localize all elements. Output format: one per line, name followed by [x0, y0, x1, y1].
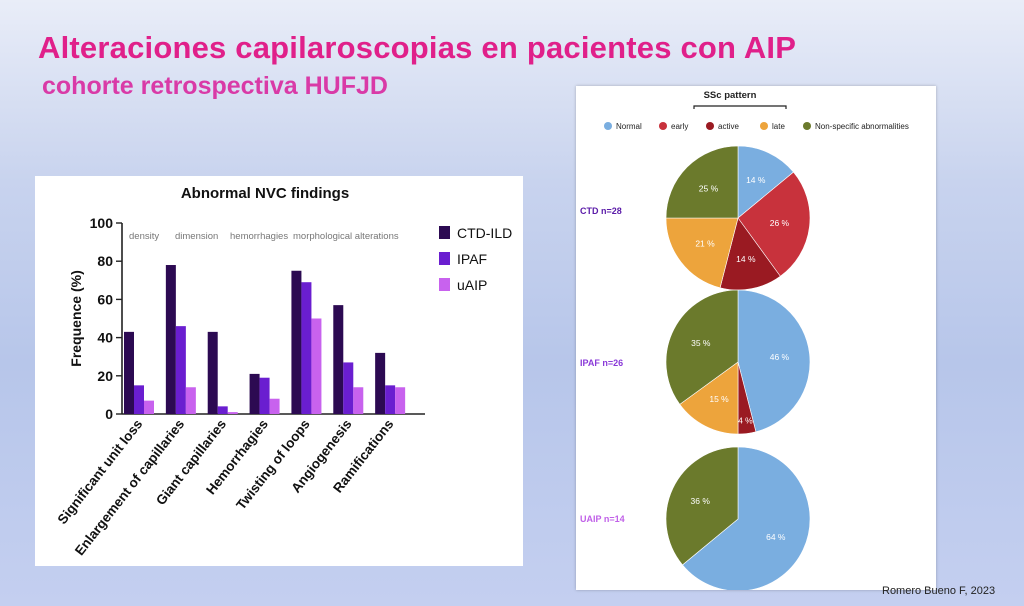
legend-swatch: [439, 278, 450, 291]
pie-slice: [682, 446, 811, 592]
pie-slice-label: 36 %: [691, 496, 711, 506]
bar-uaip-2: [227, 412, 238, 414]
bar-ctd-ild-4: [291, 270, 302, 414]
pie-legend-dot: [706, 122, 714, 130]
bar-ctd-ild-6: [375, 352, 386, 414]
pie-group-label: CTD n=28: [580, 206, 622, 216]
bar-ipaf-2: [217, 406, 228, 414]
pie-charts: SSc pattern Normal early active late Non-spec…: [580, 90, 909, 592]
pie-legend-label: late: [772, 122, 785, 131]
pie-legend-label: Normal: [616, 122, 642, 131]
bar-chart: Abnormal NVC findings 0 20 40 60 80 100 Frequen…: [55, 185, 513, 558]
bar-ctd-ild-3: [249, 373, 260, 414]
group-annotation: density: [129, 231, 159, 242]
legend-swatch: [439, 226, 450, 239]
legend-swatch: [439, 252, 450, 265]
pie-legend-dot: [604, 122, 612, 130]
y-tick-label: 60: [97, 291, 113, 307]
pie-legend-label: active: [718, 122, 739, 131]
pie-slice: [665, 289, 739, 405]
y-axis-label: Frequence (%): [68, 270, 84, 366]
pie-slice: [665, 446, 739, 566]
pie-title: SSc pattern: [704, 90, 757, 101]
pie-slice-label: 46 %: [770, 352, 790, 362]
y-tick-label: 20: [97, 368, 113, 384]
bar-ctd-ild-0: [124, 331, 134, 414]
y-tick-label: 0: [105, 406, 113, 422]
pie-legend-label: Non-specific abnormalities: [815, 122, 909, 131]
pie-slice: [665, 217, 739, 289]
bar-ipaf-1: [175, 326, 186, 414]
pie-slice-label: 14 %: [736, 254, 756, 264]
pie-slice: [665, 145, 739, 219]
bar-ctd-ild-5: [333, 305, 344, 414]
slide-title: Alteraciones capilaroscopias en paciente…: [38, 30, 797, 65]
pie-title-bracket: [693, 105, 787, 109]
pie-legend-dot: [760, 122, 768, 130]
legend-label: CTD-ILD: [457, 225, 512, 241]
pie-legend-label: early: [671, 122, 688, 131]
credit-text: Romero Bueno F, 2023: [882, 585, 996, 597]
group-annotation: morphological alterations: [293, 231, 399, 242]
bar-ctd-ild-1: [165, 265, 176, 414]
bar-chart-title: Abnormal NVC findings: [181, 185, 349, 202]
bar-uaip-6: [395, 387, 406, 414]
pie-slice-label: 14 %: [746, 175, 766, 185]
pie-group-label: UAIP n=14: [580, 514, 625, 524]
bar-uaip-5: [353, 387, 364, 414]
group-annotation: hemorrhagies: [230, 231, 288, 242]
bar-chart-panel: Abnormal NVC findings 0 20 40 60 80 100 Frequen…: [35, 176, 523, 566]
bar-ctd-ild-2: [207, 331, 218, 414]
bar-uaip-3: [269, 398, 280, 414]
bar-uaip-4: [311, 318, 322, 414]
pie-slice: [737, 145, 794, 219]
pie-slice-label: 15 %: [709, 394, 729, 404]
pie-slice-label: 21 %: [695, 239, 715, 249]
slide-subtitle: cohorte retrospectiva HUFJD: [42, 72, 388, 100]
pie-slice: [679, 361, 739, 435]
bar-ipaf-5: [343, 362, 354, 414]
pie-legend-dot: [803, 122, 811, 130]
pie-slice: [737, 171, 811, 277]
y-tick-label: 80: [97, 253, 113, 269]
y-tick-label: 100: [90, 215, 114, 231]
group-annotation: dimension: [175, 231, 218, 242]
bar-uaip-0: [144, 400, 154, 414]
pie-legend-dot: [659, 122, 667, 130]
x-category-label: Twisting of loops: [233, 417, 313, 513]
pie-slice: [737, 289, 811, 433]
pie-slice-label: 35 %: [691, 338, 711, 348]
pie-chart-panel: SSc pattern Normal early active late Non-spec…: [576, 86, 936, 592]
pie-group-label: IPAF n=26: [580, 358, 623, 368]
y-tick-label: 40: [97, 330, 113, 346]
bar-uaip-1: [185, 387, 196, 414]
bar-ipaf-6: [385, 385, 396, 414]
bar-ipaf-3: [259, 377, 270, 414]
pie-slice: [719, 217, 781, 291]
pie-slice-label: 4 %: [738, 416, 753, 426]
pie-slice-label: 64 %: [766, 532, 786, 542]
pie-slice-label: 26 %: [770, 218, 790, 228]
bar-ipaf-0: [134, 385, 144, 414]
legend-label: IPAF: [457, 251, 487, 267]
legend-label: uAIP: [457, 277, 487, 293]
pie-slice-label: 25 %: [699, 183, 719, 193]
bar-ipaf-4: [301, 282, 312, 414]
